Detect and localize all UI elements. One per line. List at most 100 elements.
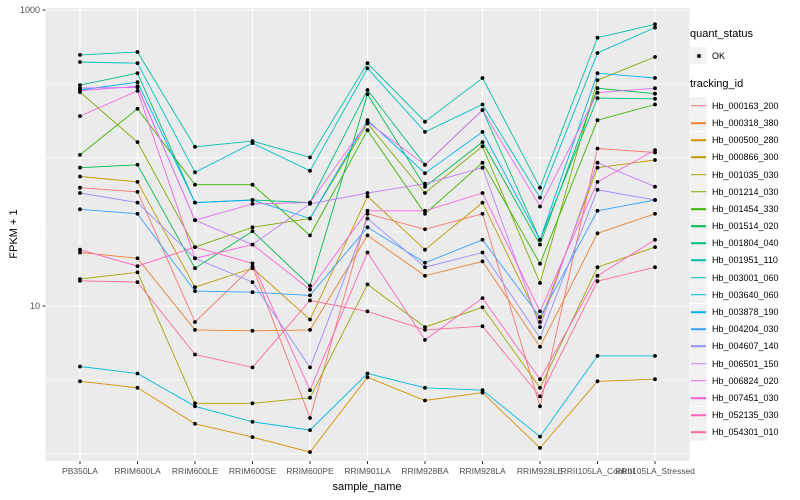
legend-entry-ok: OK: [690, 47, 800, 65]
data-point: [595, 51, 600, 55]
data-point: [78, 185, 82, 190]
legend-entry-Hb_000500_280: Hb_000500_280: [690, 131, 800, 149]
data-point: [135, 280, 140, 284]
data-point: [193, 328, 197, 332]
x-tick-label: PB350LA: [62, 466, 98, 476]
data-point: [193, 320, 197, 324]
data-point: [480, 388, 485, 393]
data-point: [193, 289, 197, 293]
legend-entry-Hb_001514_020: Hb_001514_020: [690, 217, 800, 235]
data-point: [78, 60, 82, 64]
legend-entry-Hb_006501_150: Hb_006501_150: [690, 355, 800, 373]
data-point: [78, 247, 82, 252]
data-point: [250, 419, 255, 424]
line-key: [690, 355, 707, 373]
data-point: [135, 371, 140, 376]
data-point: [595, 165, 600, 170]
data-point: [595, 208, 600, 213]
y-axis-title: FPKM + 1: [8, 209, 20, 259]
data-point: [653, 245, 657, 250]
line-key: [690, 166, 707, 184]
data-point: [538, 404, 542, 409]
data-point: [595, 146, 600, 151]
data-point: [423, 181, 427, 186]
data-point: [595, 86, 600, 91]
line-key-swatch: [691, 259, 706, 262]
legend-entry-Hb_004607_140: Hb_004607_140: [690, 337, 800, 355]
data-point: [78, 88, 82, 93]
line-key-swatch: [691, 397, 706, 399]
data-point: [193, 200, 197, 205]
data-point: [308, 388, 312, 393]
data-point: [250, 290, 255, 295]
data-point: [423, 171, 427, 176]
data-point: [78, 364, 82, 369]
data-point: [423, 260, 427, 265]
y-tick-label: 10: [30, 301, 40, 311]
line-key: [690, 131, 707, 149]
data-point: [538, 446, 542, 450]
data-point: [135, 140, 140, 145]
data-point: [538, 242, 542, 247]
data-point: [135, 106, 140, 111]
data-point: [135, 264, 140, 268]
legend-tracking-id-title: tracking_id: [690, 78, 744, 91]
data-point: [595, 78, 600, 82]
data-point: [250, 435, 255, 439]
data-point: [365, 282, 370, 287]
data-point: [193, 401, 197, 406]
point-key: [690, 47, 707, 65]
data-point: [193, 266, 197, 271]
data-point: [135, 385, 140, 390]
data-point: [135, 89, 140, 93]
data-point: [78, 165, 82, 170]
line-key: [690, 217, 707, 235]
line-key-swatch: [691, 122, 706, 124]
legend-entry-Hb_003878_190: Hb_003878_190: [690, 303, 800, 321]
data-point: [308, 233, 312, 238]
x-tick-label: RRIM928LE: [517, 466, 564, 476]
data-point: [250, 182, 255, 187]
line-key-swatch: [691, 173, 706, 176]
line-key: [690, 337, 707, 355]
data-point: [595, 118, 600, 123]
line-key-swatch: [691, 431, 706, 434]
legend-entry-Hb_004204_030: Hb_004204_030: [690, 320, 800, 338]
data-point: [250, 225, 255, 230]
data-point: [193, 144, 197, 149]
data-point: [365, 194, 370, 199]
data-point: [250, 141, 255, 146]
data-point: [78, 174, 82, 179]
data-point: [250, 266, 255, 271]
data-point: [423, 328, 427, 332]
data-point: [423, 338, 427, 342]
data-point: [653, 22, 657, 27]
data-point: [78, 86, 82, 90]
data-point: [308, 395, 312, 400]
line-key-swatch: [691, 104, 706, 107]
data-point: [480, 160, 485, 165]
data-point: [538, 335, 542, 340]
data-point: [308, 328, 312, 332]
data-point: [538, 315, 542, 320]
data-point: [250, 280, 255, 284]
legend-entry-Hb_000866_300: Hb_000866_300: [690, 148, 800, 166]
data-point: [595, 273, 600, 278]
data-point: [193, 256, 197, 261]
data-point: [135, 71, 140, 76]
data-point: [193, 170, 197, 175]
data-point: [538, 320, 542, 324]
data-point: [480, 130, 485, 134]
data-point: [78, 53, 82, 57]
data-point: [308, 450, 312, 454]
data-point: [78, 153, 82, 157]
data-point: [480, 259, 485, 264]
data-point: [250, 328, 255, 333]
data-point: [538, 385, 542, 390]
data-point: [308, 200, 312, 205]
data-point: [653, 148, 657, 153]
data-point: [365, 233, 370, 238]
data-point: [365, 61, 370, 66]
